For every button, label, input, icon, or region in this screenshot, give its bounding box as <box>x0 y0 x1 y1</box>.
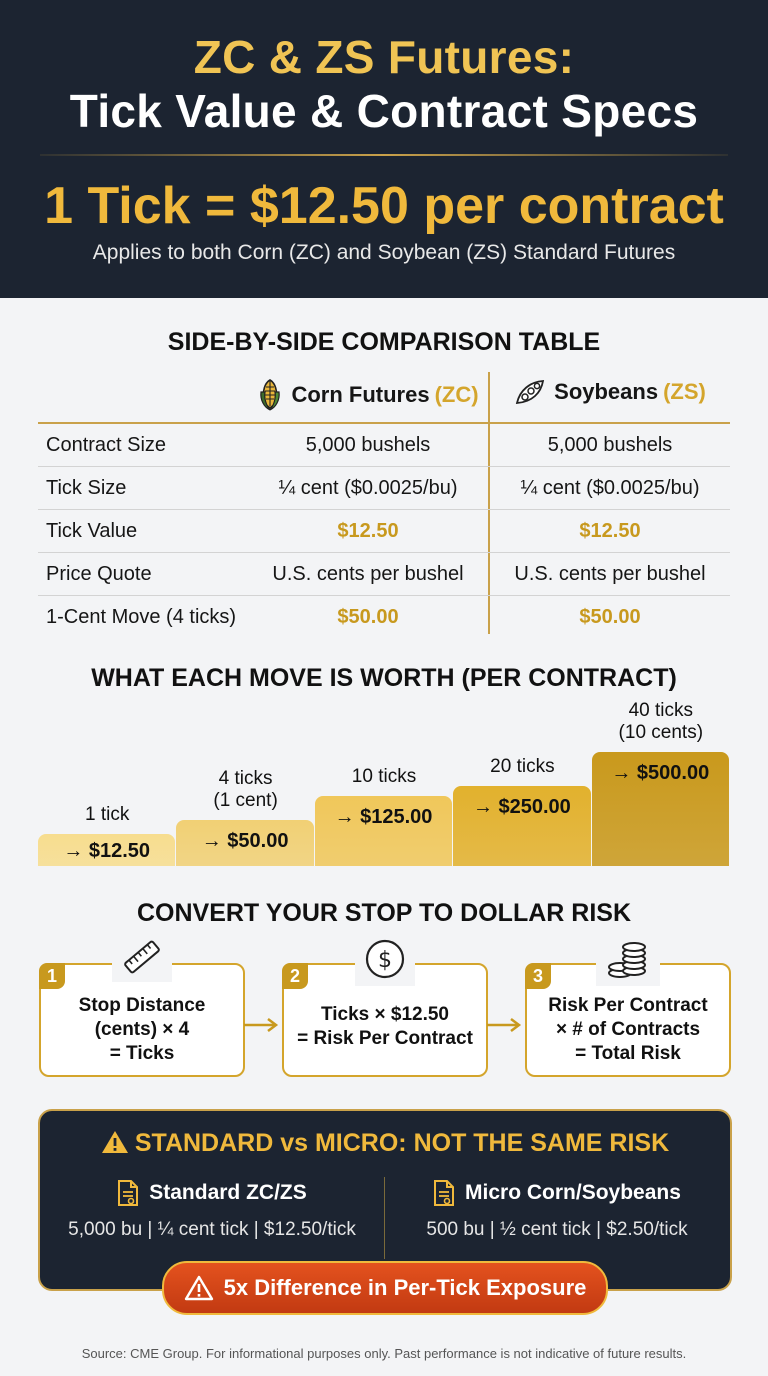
move-label: 20 ticks <box>490 756 555 777</box>
row-label: Contract Size <box>46 434 167 456</box>
arrow-right-icon <box>487 1018 522 1032</box>
standard-detail: 5,000 bu | ¼ cent tick | $12.50/tick <box>68 1219 356 1240</box>
row-label: Tick Size <box>46 477 127 499</box>
step-number: 2 <box>282 963 308 989</box>
move-bar: → $250.00 <box>453 786 591 866</box>
step-line: Risk Per Contract <box>548 995 708 1016</box>
title-line-2: Tick Value & Contract Specs <box>69 85 699 137</box>
step-line: = Ticks <box>109 1043 175 1064</box>
step-line: Stop Distance <box>78 995 206 1016</box>
header-subtitle: Applies to both Corn (ZC) and Soybean (Z… <box>92 241 676 264</box>
warning-title: STANDARD vs MICRO: NOT THE SAME RISK <box>40 1129 730 1158</box>
move-label: 40 ticks (10 cents) <box>618 700 704 743</box>
step-number: 1 <box>39 963 65 989</box>
table-row: Price Quote U.S. cents per bushel U.S. c… <box>38 553 730 596</box>
soybean-code: (ZS) <box>663 379 706 404</box>
convert-title: CONVERT YOUR STOP TO DOLLAR RISK <box>136 899 632 927</box>
step-line: × # of Contracts <box>555 1019 701 1040</box>
dollar-icon: $ <box>355 937 415 986</box>
header-corn: Corn Futures (ZC) <box>248 378 488 412</box>
move-value: → $250.00 <box>472 796 571 818</box>
corn-label: Corn Futures <box>291 382 430 407</box>
convert-step-1: 1 Stop Distance (cents) × 4 = Ticks <box>39 937 245 1077</box>
table-row: 1-Cent Move (4 ticks) $50.00 $50.00 <box>38 596 730 638</box>
row-label: Price Quote <box>46 563 152 585</box>
move-value: → $500.00 <box>611 762 710 784</box>
micro-detail: 500 bu | ½ cent tick | $2.50/tick <box>426 1219 688 1240</box>
warning-icon <box>184 1275 213 1301</box>
column-divider <box>488 372 490 634</box>
zc-value: $50.00 <box>337 606 399 628</box>
header-divider <box>40 154 728 156</box>
header-soybeans: Soybeans (ZS) <box>490 378 730 406</box>
zs-value: 5,000 bushels <box>547 434 673 456</box>
moves-title: WHAT EACH MOVE IS WORTH (PER CONTRACT) <box>91 664 677 692</box>
step-line: = Risk Per Contract <box>297 1028 473 1049</box>
table-row: Contract Size 5,000 bushels 5,000 bushel… <box>38 424 730 467</box>
document-icon <box>434 1180 455 1206</box>
document-icon <box>118 1180 139 1206</box>
zc-value: 5,000 bushels <box>305 434 431 456</box>
move-value: → $50.00 <box>201 830 289 852</box>
pill-text: 5x Difference in Per-Tick Exposure <box>223 1275 587 1300</box>
warning-title-text: STANDARD vs MICRO: NOT THE SAME RISK <box>134 1129 670 1157</box>
title-line-1: ZC & ZS Futures: <box>193 31 575 83</box>
convert-step-2: $ 2 Ticks × $12.50 = Risk Per Contract <box>282 937 488 1077</box>
move-bar: → $50.00 <box>176 820 314 866</box>
row-label: 1-Cent Move (4 ticks) <box>46 606 237 628</box>
comparison-table: Corn Futures (ZC) Soybeans (ZS) Contract… <box>38 372 730 638</box>
soybean-icon <box>515 380 545 404</box>
step-line: = Total Risk <box>575 1043 681 1064</box>
move-label: 1 tick <box>85 804 130 825</box>
move-value: → $12.50 <box>63 840 151 862</box>
coins-icon <box>596 937 660 986</box>
move-bar: → $125.00 <box>314 796 453 866</box>
warning-icon <box>101 1131 128 1153</box>
step-number: 3 <box>525 963 551 989</box>
micro-column: Micro Corn/Soybeans 500 bu | ½ cent tick… <box>385 1179 729 1241</box>
standard-name: Standard ZC/ZS <box>149 1181 307 1204</box>
zc-value: U.S. cents per bushel <box>272 563 464 585</box>
zc-value: ¼ cent ($0.0025/bu) <box>278 477 458 499</box>
move-label: 4 ticks (1 cent) <box>213 768 278 811</box>
comparison-title: SIDE-BY-SIDE COMPARISON TABLE <box>167 328 601 356</box>
zs-value: $50.00 <box>579 606 641 628</box>
convert-step-3: 3 Risk Per Contract × # of Contracts = T… <box>525 937 731 1077</box>
ruler-icon <box>112 937 172 982</box>
move-bar: → $500.00 <box>591 752 729 866</box>
step-line: (cents) × 4 <box>94 1019 190 1040</box>
arrow-right-icon <box>244 1018 279 1032</box>
exposure-pill: 5x Difference in Per-Tick Exposure <box>162 1261 608 1315</box>
tick-headline: 1 Tick = $12.50 per contract <box>44 177 724 235</box>
move-bar: → $12.50 <box>38 834 176 866</box>
table-row: Tick Value $12.50 $12.50 <box>38 510 730 553</box>
corn-icon <box>260 379 281 411</box>
svg-text:$: $ <box>378 948 392 973</box>
zs-value: ¼ cent ($0.0025/bu) <box>520 477 700 499</box>
zc-value: $12.50 <box>337 520 399 542</box>
move-value: → $125.00 <box>334 806 433 828</box>
standard-column: Standard ZC/ZS 5,000 bu | ¼ cent tick | … <box>40 1179 384 1241</box>
micro-name: Micro Corn/Soybeans <box>465 1181 681 1204</box>
step-line: Ticks × $12.50 <box>320 1004 449 1025</box>
soybean-label: Soybeans <box>554 379 659 404</box>
source-note: Source: CME Group. For informational pur… <box>81 1346 687 1361</box>
warning-panel: STANDARD vs MICRO: NOT THE SAME RISK Sta… <box>38 1109 732 1291</box>
move-steps: → $12.50 1 tick → $50.00 4 ticks (1 cent) → $… <box>38 700 730 866</box>
warning-divider <box>384 1177 385 1259</box>
table-header: Corn Futures (ZC) Soybeans (ZS) <box>38 372 730 424</box>
row-label: Tick Value <box>46 520 138 542</box>
table-row: Tick Size ¼ cent ($0.0025/bu) ¼ cent ($0… <box>38 467 730 510</box>
zs-value: $12.50 <box>579 520 641 542</box>
header-banner: ZC & ZS Futures: Tick Value & Contract S… <box>0 0 768 298</box>
zs-value: U.S. cents per bushel <box>514 563 706 585</box>
corn-code: (ZC) <box>434 382 479 407</box>
move-label: 10 ticks <box>351 766 417 787</box>
